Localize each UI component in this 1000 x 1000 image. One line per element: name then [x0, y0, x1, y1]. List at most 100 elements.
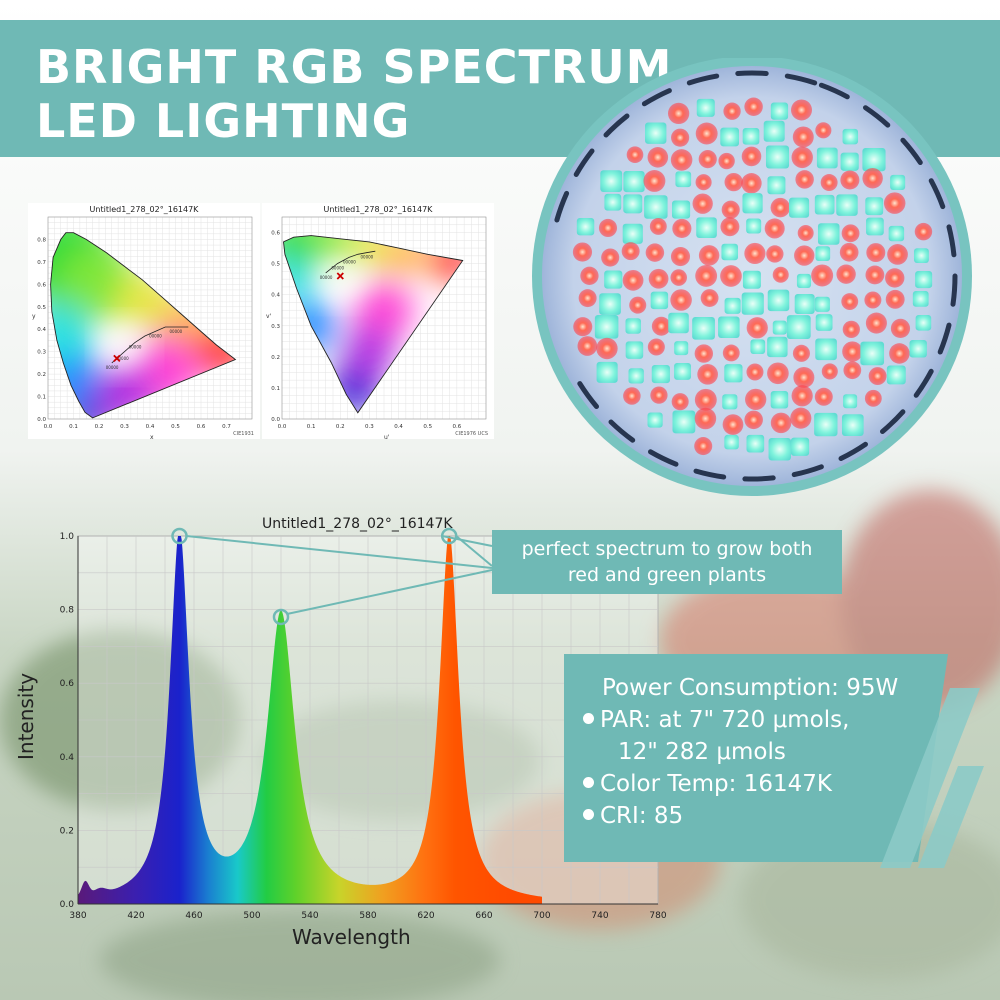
red-led [764, 218, 785, 239]
y-tick-label: 0.3 [271, 324, 280, 330]
red-led [700, 289, 719, 307]
green-led [770, 102, 789, 120]
red-led [695, 122, 718, 145]
red-led [694, 407, 717, 430]
red-led [577, 336, 598, 356]
y-tick-label: 0.5 [37, 305, 46, 311]
y-tick-label: 0.0 [60, 900, 75, 910]
red-led [598, 218, 618, 238]
red-led [573, 317, 593, 337]
bullet-icon [583, 713, 594, 724]
y-tick-label: 0.4 [271, 293, 280, 299]
green-led [623, 194, 643, 214]
green-led [718, 316, 740, 339]
green-led [696, 217, 717, 239]
red-led [596, 337, 618, 360]
red-led [720, 217, 740, 237]
x-tick-label: 0.7 [222, 424, 231, 430]
green-led [786, 315, 811, 340]
green-led [817, 223, 840, 245]
red-led [744, 410, 763, 430]
red-led [793, 366, 815, 388]
green-led [724, 297, 741, 314]
green-led [594, 315, 619, 339]
cie1976-chart: Untitled1_278_02°_16147K 00000 00000 00000… [262, 203, 494, 441]
green-led [789, 197, 810, 218]
x-tick-label: 0.5 [423, 424, 432, 430]
green-led [576, 217, 595, 236]
spec-temp: Color Temp: 16147K [583, 768, 898, 800]
y-tick-label: 0.1 [37, 395, 46, 401]
red-led [626, 146, 644, 164]
y-tick-label: 0.8 [60, 606, 75, 616]
green-led [742, 193, 763, 214]
red-led [647, 338, 665, 356]
green-led [750, 339, 766, 355]
banner-title-line2: LED LIGHTING [36, 94, 411, 148]
svg-text:00000: 00000 [170, 329, 183, 334]
green-led [814, 412, 838, 437]
green-led [668, 312, 689, 334]
green-led [600, 170, 623, 193]
x-tick-label: 0.3 [120, 424, 129, 430]
red-led [670, 149, 693, 171]
green-led [814, 296, 830, 312]
y-tick-label: 0.1 [271, 386, 280, 392]
green-led [860, 341, 885, 366]
green-led [696, 98, 715, 117]
red-led [914, 222, 933, 241]
x-tick-label: 0.4 [146, 424, 155, 430]
callout-line1: perfect spectrum to grow both [521, 538, 813, 560]
banner-title: BRIGHT RGB SPECTRUM LED LIGHTING [36, 40, 672, 148]
red-led [722, 344, 740, 362]
red-led [843, 361, 862, 380]
red-led [791, 146, 813, 169]
green-led [741, 292, 764, 315]
red-led [841, 293, 859, 310]
connector-line [286, 569, 493, 615]
y-tick-label: 0.0 [37, 417, 46, 423]
green-led [866, 217, 884, 236]
green-led [915, 271, 933, 289]
red-led [744, 242, 766, 265]
green-led [746, 434, 765, 453]
red-led [865, 312, 887, 334]
green-led [671, 200, 691, 219]
green-led [796, 273, 812, 288]
red-led [746, 317, 768, 339]
y-tick-label: 0.7 [37, 260, 46, 266]
cie1931-xlabel: x [150, 434, 154, 441]
red-led [821, 363, 838, 380]
red-led [864, 389, 882, 407]
red-led [883, 192, 906, 214]
spec-temp-text: Color Temp: 16147K [600, 771, 832, 797]
spec-cri: CRI: 85 [583, 800, 898, 832]
green-led [672, 410, 696, 434]
x-tick-label: 620 [417, 911, 434, 921]
red-led [842, 320, 860, 338]
y-tick-label: 1.0 [60, 532, 75, 542]
red-led [842, 341, 863, 362]
white-point-marker [336, 272, 344, 280]
red-led [572, 242, 593, 262]
x-tick-label: 660 [475, 911, 492, 921]
svg-text:00000: 00000 [343, 259, 356, 264]
green-led [886, 365, 906, 385]
spectrum-chart: 380 420 460 500 540 580 620 660 700 740 780 0.0 0.2 0… [60, 527, 667, 921]
bullet-icon [583, 809, 594, 820]
red-led [766, 245, 784, 263]
red-led [862, 167, 883, 189]
green-led [912, 290, 929, 307]
green-led [815, 338, 837, 361]
red-led [629, 296, 647, 314]
red-led [649, 217, 667, 235]
green-led [599, 293, 621, 315]
red-led [840, 170, 860, 190]
cie1976-footnote: CIE1976 UCS [455, 431, 488, 437]
x-tick-label: 0.5 [171, 424, 180, 430]
green-led [763, 120, 785, 142]
red-led [697, 363, 718, 385]
red-led [741, 173, 762, 194]
red-led [746, 363, 764, 381]
red-led [671, 128, 690, 147]
